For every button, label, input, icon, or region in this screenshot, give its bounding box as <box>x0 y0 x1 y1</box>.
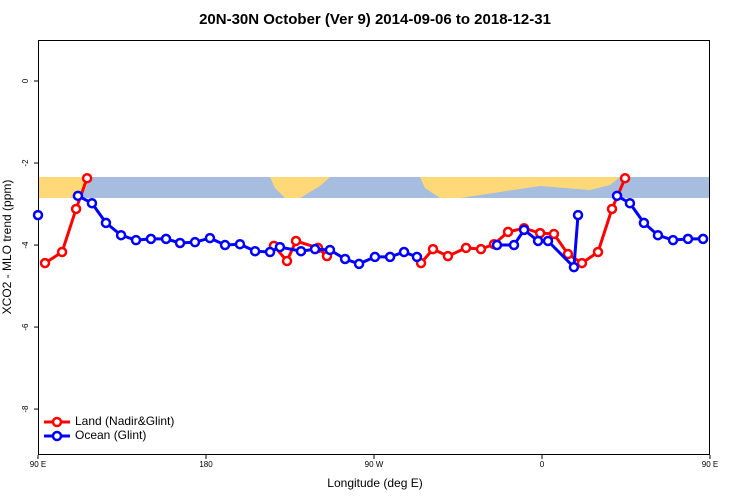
data-point <box>274 241 286 253</box>
data-point <box>460 242 472 254</box>
data-point <box>353 258 365 270</box>
x-axis-label: Longitude (deg E) <box>327 476 422 490</box>
data-point <box>219 239 231 251</box>
data-point <box>398 246 410 258</box>
data-point <box>592 246 604 258</box>
chart-title: 20N-30N October (Ver 9) 2014-09-06 to 20… <box>199 11 551 28</box>
data-point <box>518 224 530 236</box>
data-point <box>624 197 636 209</box>
data-point <box>281 255 293 267</box>
data-point <box>619 172 631 184</box>
data-point <box>70 203 82 215</box>
data-point <box>508 239 520 251</box>
x-tick-label: 90 E <box>30 460 46 469</box>
data-point <box>697 233 709 245</box>
data-point <box>369 251 381 263</box>
data-point <box>56 246 68 258</box>
data-point <box>576 257 588 269</box>
data-point <box>264 246 276 258</box>
data-point <box>100 217 112 229</box>
data-point <box>32 209 44 221</box>
y-tick-label: -4 <box>21 241 30 249</box>
data-point <box>384 251 396 263</box>
y-tick-label: -2 <box>21 159 30 167</box>
data-point <box>115 229 127 241</box>
data-point <box>204 232 216 244</box>
legend-label: Land (Nadir&Glint) <box>75 414 174 428</box>
data-point <box>572 209 584 221</box>
data-point <box>234 238 246 250</box>
data-point <box>130 234 142 246</box>
data-point <box>542 235 554 247</box>
data-point <box>638 217 650 229</box>
data-point <box>339 253 351 265</box>
data-point <box>568 261 580 273</box>
data-point <box>475 243 487 255</box>
data-point <box>667 234 679 246</box>
data-point <box>491 239 503 251</box>
data-point <box>309 243 321 255</box>
data-point <box>652 229 664 241</box>
x-tick-label: 90 E <box>702 460 718 469</box>
data-point <box>427 243 439 255</box>
data-point <box>295 245 307 257</box>
data-point <box>682 233 694 245</box>
series-line <box>77 194 418 266</box>
map-band <box>39 177 709 198</box>
plot-frame <box>38 40 710 455</box>
data-point <box>324 244 336 256</box>
data-point <box>548 228 560 240</box>
x-tick-label: 0 <box>540 460 545 469</box>
legend-label: Ocean (Glint) <box>75 428 146 442</box>
data-point <box>249 245 261 257</box>
legend-marker <box>51 416 63 428</box>
data-point <box>145 233 157 245</box>
data-point <box>611 190 623 202</box>
y-tick-label: -8 <box>21 405 30 413</box>
legend-marker <box>51 430 63 442</box>
x-tick-label: 90 W <box>365 460 384 469</box>
y-axis-label: XCO2 - MLO trend (ppm) <box>0 180 14 315</box>
data-point <box>72 190 84 202</box>
data-point <box>532 235 544 247</box>
x-tick-label: 180 <box>199 460 213 469</box>
data-point <box>411 251 423 263</box>
data-point <box>606 203 618 215</box>
data-point <box>81 172 93 184</box>
data-point <box>189 236 201 248</box>
data-point <box>174 237 186 249</box>
data-point <box>86 197 98 209</box>
data-point <box>502 226 514 238</box>
data-point <box>160 233 172 245</box>
data-point <box>562 248 574 260</box>
data-point <box>39 257 51 269</box>
y-tick-label: -6 <box>21 323 30 331</box>
data-point <box>442 250 454 262</box>
y-tick-label: 0 <box>21 78 30 83</box>
data-point <box>290 235 302 247</box>
